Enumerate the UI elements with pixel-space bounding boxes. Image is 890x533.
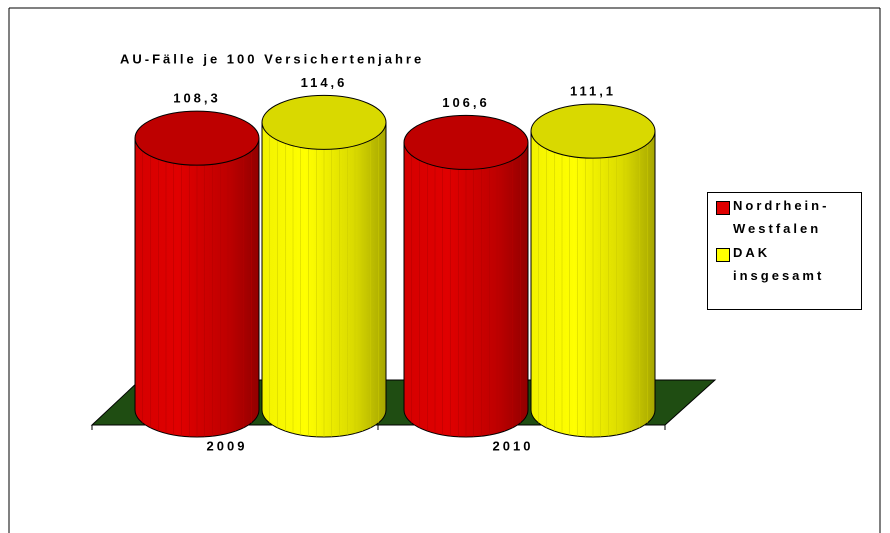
x-tick-label: 2010 (493, 438, 534, 453)
cylinder-top (530, 103, 656, 159)
legend-entry: DAK insgesamt (716, 245, 857, 287)
legend-label: Nordrhein-Westfalen (733, 198, 830, 236)
cylinder-top (403, 114, 529, 170)
cylinder-top (134, 110, 260, 166)
legend-swatch (716, 201, 730, 215)
legend: Nordrhein-Westfalen DAK insgesamt (707, 192, 862, 310)
cylinder-top (261, 94, 387, 150)
value-label: 114,6 (301, 75, 348, 90)
x-tick-label: 2009 (207, 438, 248, 453)
plot: 108,3 114,6 106,6 111,1 (134, 75, 656, 438)
value-label: 106,6 (442, 95, 490, 110)
legend-label: DAK insgesamt (733, 245, 825, 283)
value-label: 108,3 (173, 91, 221, 106)
value-label: 111,1 (570, 84, 616, 99)
legend-entry: Nordrhein-Westfalen (716, 198, 857, 240)
legend-swatch (716, 248, 730, 262)
chart-title: AU-Fälle je 100 Versichertenjahre (120, 51, 424, 66)
